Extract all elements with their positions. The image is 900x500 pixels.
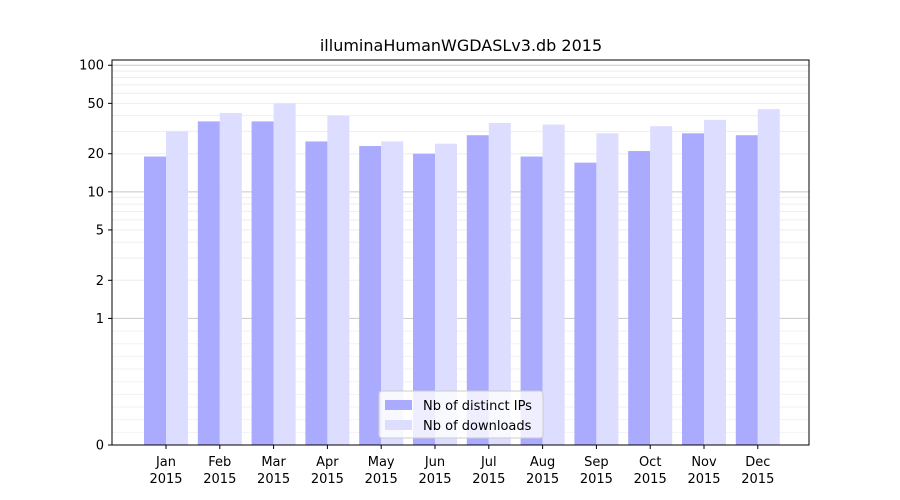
x-tick-label-year: 2015 (365, 472, 398, 487)
y-tick-label: 100 (79, 59, 104, 74)
bar-downloads-nov (704, 119, 726, 445)
bar-downloads-sep (596, 133, 619, 445)
legend-swatch (385, 400, 412, 410)
x-tick-label-month: Jun (424, 455, 445, 470)
bar-distinct-ips-nov (682, 133, 704, 445)
bar-distinct-ips-jun (413, 153, 435, 446)
bar-distinct-ips-oct (628, 151, 651, 445)
y-tick-label: 1 (96, 312, 104, 327)
bar-downloads-jul (488, 122, 511, 445)
x-tick-label-month: May (368, 455, 395, 470)
y-tick-label: 0 (96, 439, 104, 454)
x-tick-label-year: 2015 (580, 472, 613, 487)
x-tick-label-month: Feb (208, 455, 231, 470)
bar-distinct-ips-jul (466, 135, 489, 445)
bar-downloads-mar (273, 103, 296, 445)
x-tick-label-year: 2015 (149, 472, 182, 487)
y-tick-label: 5 (96, 223, 104, 238)
bar-distinct-ips-jan (144, 156, 166, 446)
legend-swatch (385, 420, 412, 430)
legend: Nb of distinct IPs Nb of downloads (378, 390, 544, 439)
bar-downloads-aug (542, 124, 565, 445)
y-axis: 0 1 2 5 10 20 50 100 (79, 59, 112, 454)
x-tick-label-year: 2015 (634, 472, 667, 487)
bar-distinct-ips-aug (520, 156, 543, 446)
bar-downloads-jun (435, 143, 457, 445)
bar-distinct-ips-may (359, 146, 382, 445)
x-tick-label-month: Dec (745, 455, 770, 470)
legend-label: Nb of downloads (423, 419, 532, 434)
bar-downloads-jan (166, 131, 188, 445)
legend-label: Nb of distinct IPs (423, 399, 532, 414)
x-tick-label-month: Jan (155, 455, 176, 470)
x-tick-label-year: 2015 (687, 472, 720, 487)
x-tick-label-month: Nov (691, 455, 717, 470)
bar-downloads-may (381, 141, 404, 445)
y-tick-label: 10 (87, 185, 104, 200)
x-tick-label-month: Mar (261, 455, 286, 470)
x-tick-label-month: Sep (584, 455, 609, 470)
x-tick-label-year: 2015 (472, 472, 505, 487)
x-tick-label-year: 2015 (257, 472, 290, 487)
plot-frame (111, 59, 810, 446)
x-tick-label-month: Jul (480, 455, 497, 470)
y-tick-label: 50 (87, 97, 104, 112)
x-tick-label-month: Oct (639, 455, 661, 470)
bar-downloads-oct (650, 126, 673, 446)
bar-downloads-dec (757, 109, 780, 446)
y-tick-label: 2 (96, 274, 104, 289)
bar-distinct-ips-sep (574, 162, 597, 445)
x-tick-label-month: Apr (316, 455, 339, 470)
x-tick-label-year: 2015 (203, 472, 236, 487)
chart-title: illuminaHumanWGDASLv3.db 2015 (320, 36, 602, 55)
bars (144, 103, 780, 446)
bar-downloads-apr (327, 115, 350, 445)
x-tick-label-year: 2015 (418, 472, 451, 487)
bar-distinct-ips-mar (251, 121, 274, 445)
x-tick-label-month: Aug (530, 455, 555, 470)
legend-box (378, 390, 544, 439)
x-tick-label-year: 2015 (526, 472, 559, 487)
bar-distinct-ips-feb (197, 121, 220, 445)
y-tick-label: 20 (87, 147, 104, 162)
bar-distinct-ips-apr (305, 141, 328, 445)
bar-distinct-ips-dec (735, 135, 758, 445)
x-tick-label-year: 2015 (311, 472, 344, 487)
x-axis: Jan 2015 Feb 2015 Mar 2015 Apr 2015 May 2015 Jun 20… (149, 445, 774, 487)
x-tick-label-year: 2015 (741, 472, 774, 487)
bar-downloads-feb (219, 112, 242, 446)
